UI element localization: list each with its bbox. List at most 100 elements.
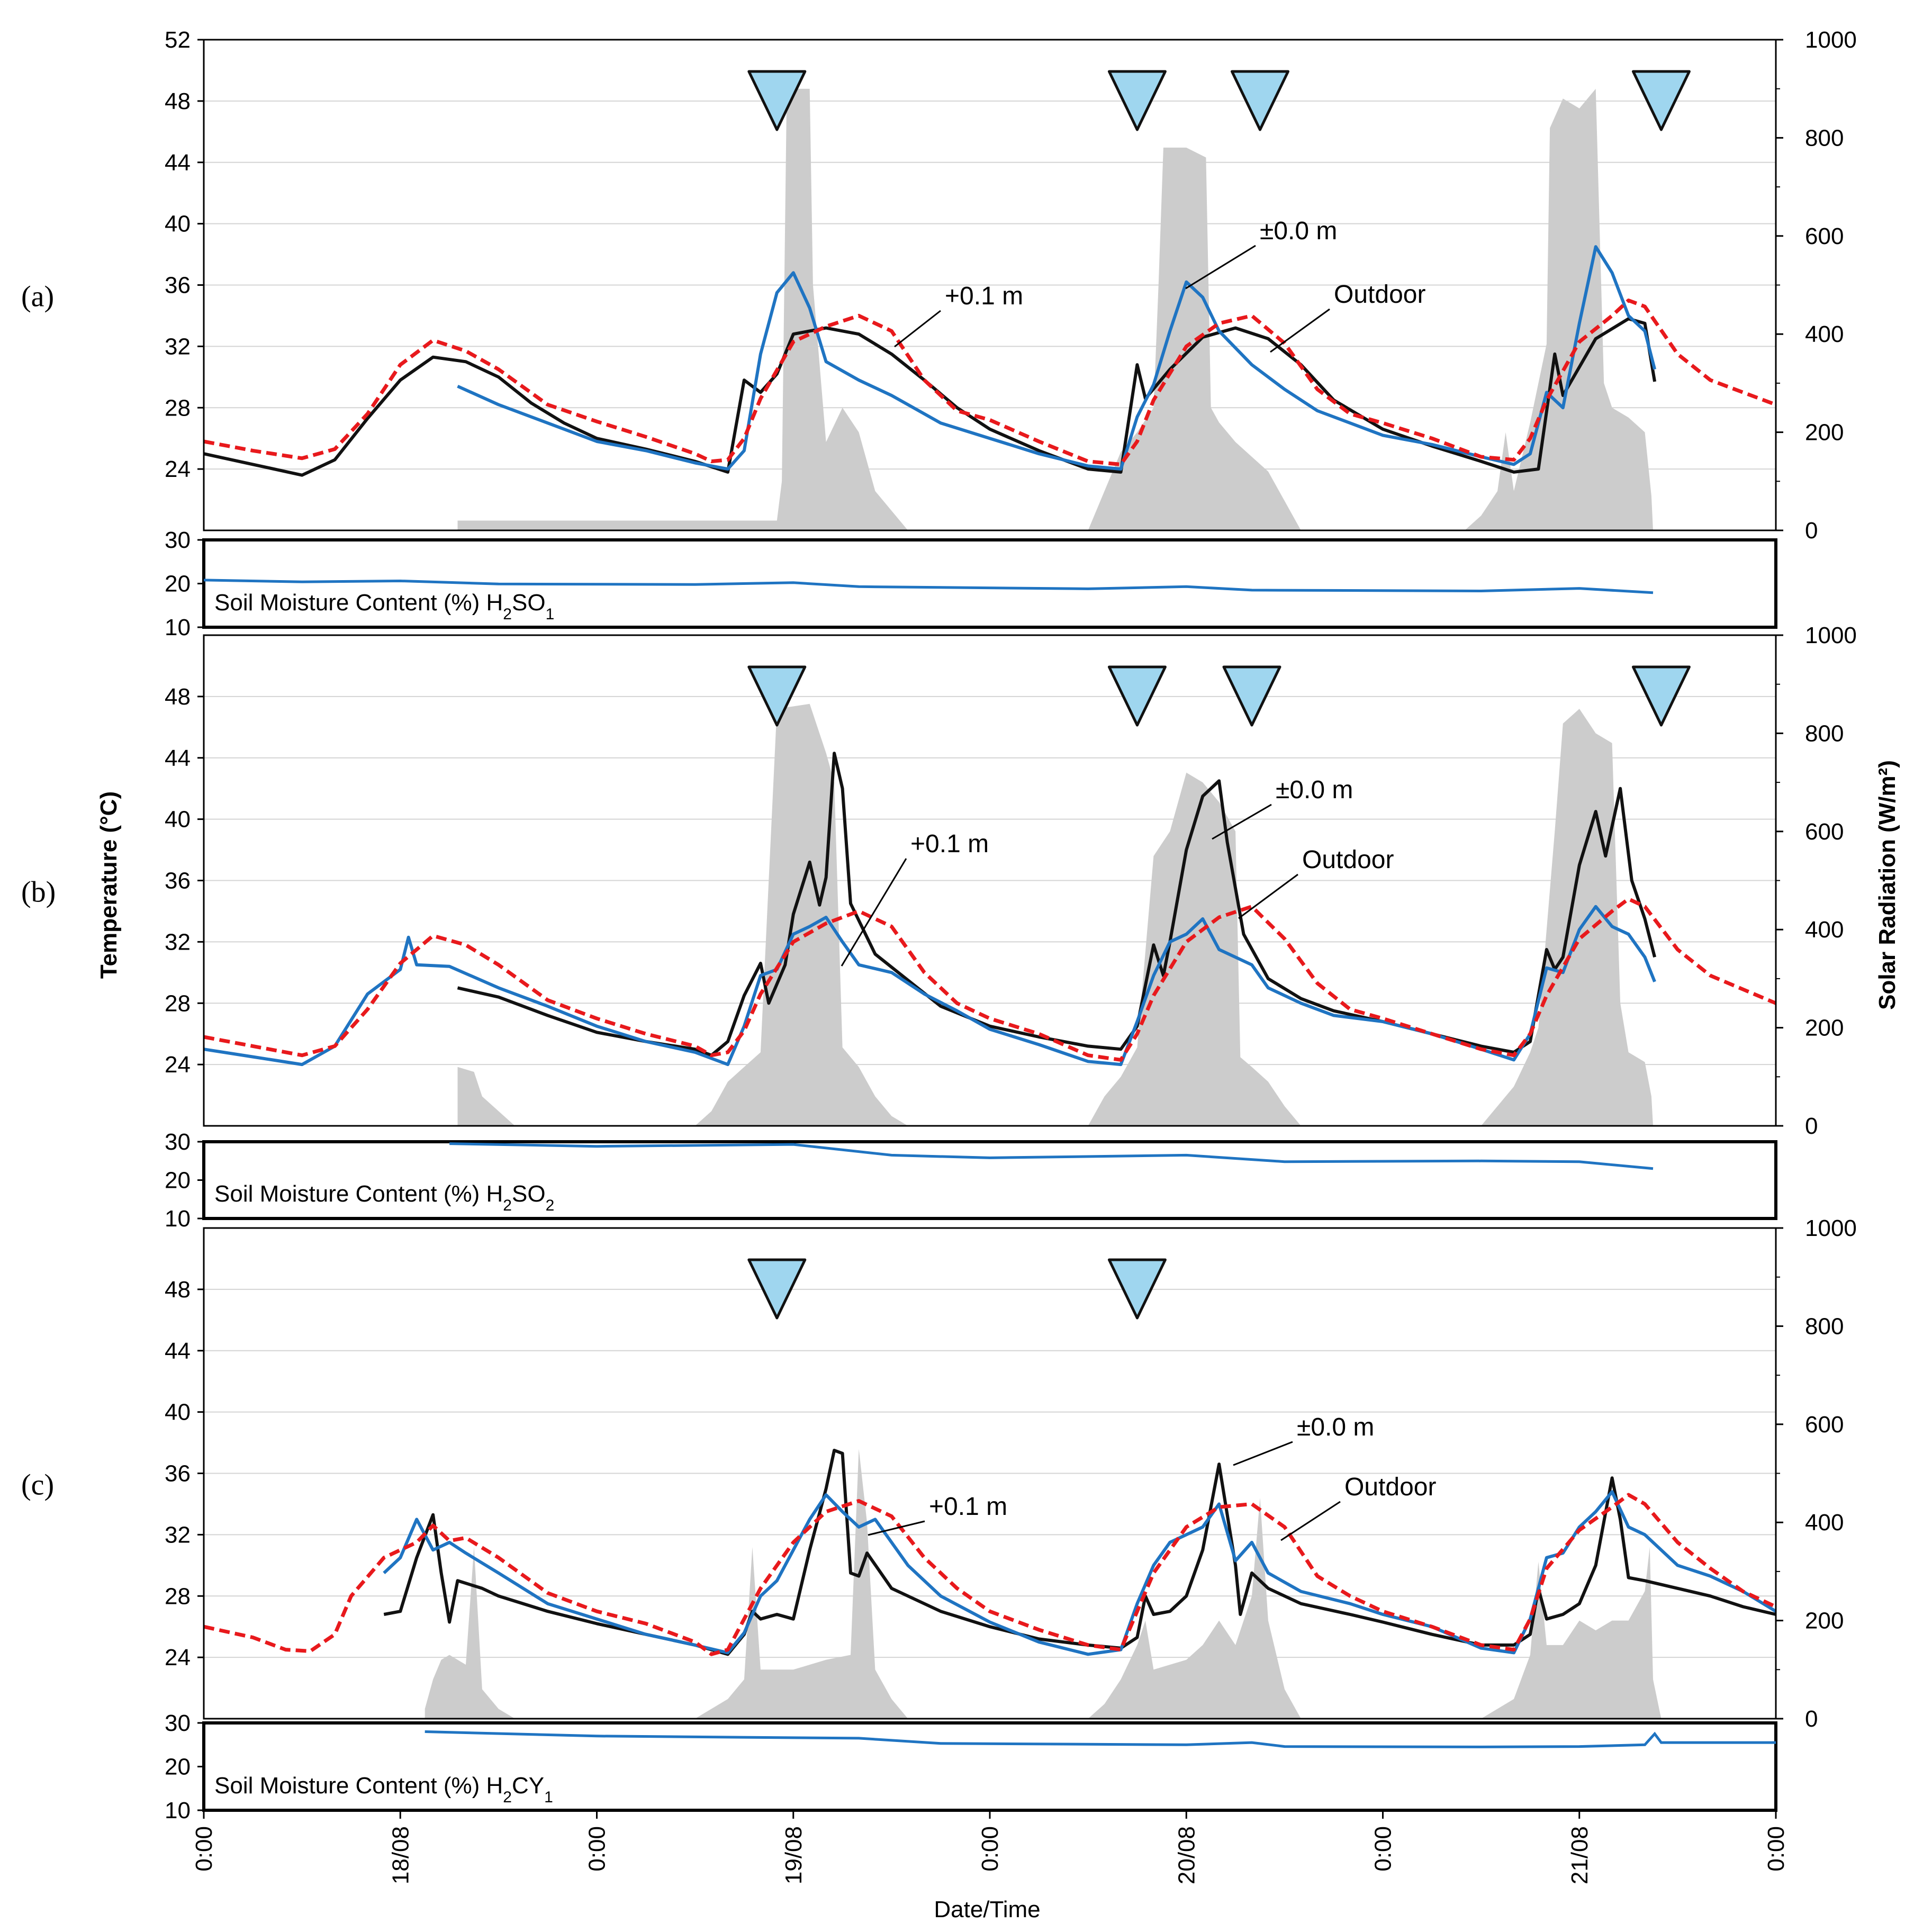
x-tick-label: 19/08 [781, 1826, 807, 1884]
x-tick-label: 0:00 [1370, 1826, 1396, 1872]
annotation-plus-0-1m: +0.1 m [910, 830, 989, 858]
moisture-label-part: CY [512, 1773, 544, 1799]
annotation-zero-m: ±0.0 m [1276, 776, 1353, 804]
annotation-outdoor: Outdoor [1344, 1473, 1436, 1501]
moisture-label-part: 2 [503, 606, 512, 623]
moisture-label-part: 1 [546, 606, 555, 623]
moisture-tick-label: 30 [165, 1129, 191, 1155]
annotation-outdoor-leader [1238, 873, 1298, 919]
y-left-tick-label: 44 [165, 1338, 191, 1364]
watering-marker [747, 665, 807, 727]
y-left-tick-label: 28 [165, 1583, 191, 1609]
moisture-tick-label: 20 [165, 571, 191, 597]
y-left-tick-label: 48 [165, 88, 191, 114]
panel-2: (b) +0.1 m ±0.0 m Outdoor 24 28 32 36 40 44 48 0 200… [21, 622, 1857, 1232]
y-right-tick-label: 1000 [1805, 27, 1857, 53]
y-right-tick-label: 400 [1805, 1510, 1844, 1536]
moisture-label-part: 1 [544, 1789, 553, 1806]
x-tick-label: 20/08 [1173, 1826, 1199, 1884]
y-right-tick-label: 800 [1805, 720, 1844, 746]
x-axis-title: Date/Time [934, 1897, 1040, 1922]
watering-marker [1107, 665, 1167, 727]
annotation-plus-0-1m-leader [868, 1520, 925, 1536]
y-right-tick-label: 400 [1805, 917, 1844, 943]
watering-marker [1230, 70, 1289, 131]
y-left-tick-label: 48 [165, 684, 191, 710]
y-left-title: Temperature (°C) [96, 791, 122, 979]
moisture-frame [202, 1140, 1777, 1220]
watering-marker [747, 1258, 807, 1320]
y-right-tick-label: 200 [1805, 420, 1844, 446]
y-left-tick-label: 32 [165, 1522, 191, 1548]
y-right-tick-label: 200 [1805, 1015, 1844, 1041]
y-left-tick-label: 24 [165, 1052, 191, 1078]
annotation-outdoor-leader [1270, 308, 1330, 353]
series-zero-m-line [203, 317, 1657, 477]
moisture-label: Soil Moisture Content (%) H2SO1 [214, 590, 554, 623]
y-right-tick-label: 600 [1805, 223, 1844, 249]
moisture-line [449, 1142, 1654, 1170]
annotation-zero-m-leader [1212, 804, 1272, 840]
moisture-label-part: Soil Moisture Content (%) H [214, 1181, 503, 1207]
y-right-tick-label: 0 [1805, 518, 1818, 544]
moisture-label-part: 2 [546, 1197, 555, 1214]
y-right-title: Solar Radiation (W/m²) [1874, 760, 1900, 1010]
panel-3: (c) +0.1 m ±0.0 m Outdoor 24 28 32 36 40 44 48 0 200… [21, 1215, 1857, 1823]
annotation-outdoor: Outdoor [1334, 281, 1425, 309]
x-tick-label: 18/08 [387, 1826, 413, 1884]
y-left-tick-label: 40 [165, 211, 191, 237]
moisture-tick-label: 10 [165, 1206, 191, 1232]
y-left-tick-label: 52 [165, 27, 191, 53]
panel-label: (c) [21, 1469, 54, 1502]
x-tick-label: 21/08 [1567, 1826, 1593, 1884]
annotation-outdoor: Outdoor [1302, 846, 1394, 874]
annotation-outdoor-leader [1280, 1501, 1341, 1541]
moisture-label-part: SO [512, 1181, 546, 1207]
y-left-tick-label: 44 [165, 150, 191, 176]
y-right-tick-label: 800 [1805, 1313, 1844, 1339]
x-tick-label: 0:00 [584, 1826, 610, 1872]
y-right-tick-label: 0 [1805, 1113, 1818, 1139]
x-tick-label: 0:00 [191, 1826, 217, 1872]
moisture-label-part: 2 [503, 1197, 512, 1214]
series-outdoor-line [203, 1493, 1777, 1656]
panel-label: (a) [21, 281, 54, 313]
series-plus-0-1m-line [383, 1490, 1777, 1656]
y-right-tick-label: 600 [1805, 1412, 1844, 1438]
panel-label: (b) [21, 876, 56, 909]
moisture-tick-label: 20 [165, 1754, 191, 1780]
solar-radiation-area [204, 1449, 1776, 1719]
annotation-zero-m: ±0.0 m [1260, 217, 1337, 245]
y-right-tick-label: 600 [1805, 819, 1844, 845]
y-left-tick-label: 36 [165, 868, 191, 894]
solar-radiation-area [204, 703, 1776, 1126]
y-left-tick-label: 24 [165, 1645, 191, 1671]
y-right-tick-label: 0 [1805, 1706, 1818, 1732]
moisture-label-part: Soil Moisture Content (%) H [214, 1773, 503, 1799]
moisture-tick-label: 30 [165, 1710, 191, 1736]
watering-marker [1631, 70, 1691, 131]
series-zero-m-line [457, 752, 1657, 1057]
moisture-tick-label: 30 [165, 527, 191, 553]
annotation-zero-m: ±0.0 m [1297, 1413, 1374, 1441]
watering-marker [1631, 665, 1691, 727]
x-tick-label: 0:00 [1763, 1826, 1789, 1872]
moisture-label: Soil Moisture Content (%) H2CY1 [214, 1773, 553, 1806]
annotation-plus-0-1m-leader [894, 310, 941, 348]
moisture-frame [202, 1721, 1777, 1812]
y-left-tick-label: 28 [165, 395, 191, 421]
y-left-tick-label: 32 [165, 929, 191, 955]
moisture-tick-label: 20 [165, 1168, 191, 1194]
moisture-label-part: SO [512, 590, 546, 616]
watering-marker [1107, 70, 1167, 131]
series-outdoor-line [203, 897, 1777, 1062]
annotation-plus-0-1m: +0.1 m [945, 282, 1023, 310]
moisture-label-part: Soil Moisture Content (%) H [214, 590, 503, 616]
y-left-tick-label: 36 [165, 273, 191, 299]
watering-marker [1222, 665, 1281, 727]
y-left-tick-label: 44 [165, 745, 191, 771]
series-plus-0-1m-line [203, 905, 1656, 1067]
annotation-zero-m-leader [1233, 1441, 1293, 1466]
y-left-tick-label: 24 [165, 456, 191, 482]
